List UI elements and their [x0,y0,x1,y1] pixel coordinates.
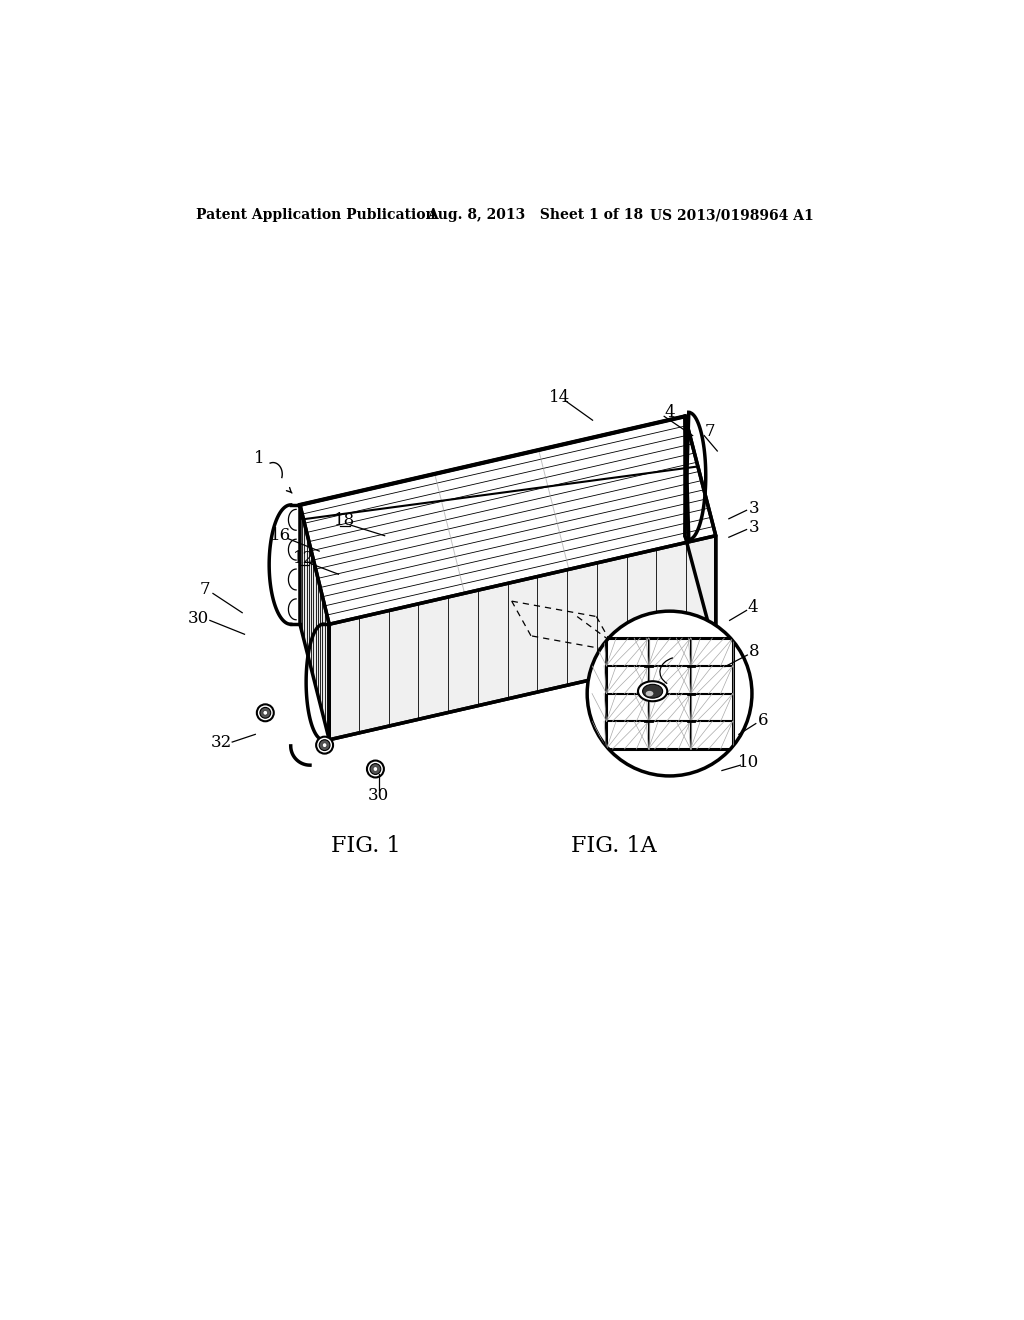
Text: 8: 8 [749,643,760,660]
Text: 7: 7 [200,581,211,598]
Circle shape [323,743,327,747]
Text: 4: 4 [665,404,675,421]
Ellipse shape [638,681,668,701]
Text: 3: 3 [749,500,760,517]
Text: FIG. 1A: FIG. 1A [570,836,656,857]
Text: 32: 32 [211,734,232,751]
Text: US 2013/0198964 A1: US 2013/0198964 A1 [650,209,814,223]
Circle shape [260,708,270,718]
Text: 10: 10 [737,754,759,771]
Ellipse shape [646,690,653,696]
Polygon shape [300,506,330,739]
Text: 30: 30 [368,788,389,804]
Text: 30: 30 [187,610,209,627]
Text: 6: 6 [758,711,769,729]
Polygon shape [330,536,716,739]
Text: 4: 4 [748,599,758,616]
Text: Patent Application Publication: Patent Application Publication [196,209,435,223]
Text: 3: 3 [749,520,760,536]
Text: 16: 16 [270,527,291,544]
Text: 18: 18 [334,512,355,529]
Circle shape [316,737,333,754]
Text: 1: 1 [254,450,264,467]
Circle shape [367,760,384,777]
Circle shape [319,739,330,751]
Text: 7: 7 [705,424,715,441]
Polygon shape [300,416,716,624]
Text: Aug. 8, 2013   Sheet 1 of 18: Aug. 8, 2013 Sheet 1 of 18 [427,209,643,223]
Text: FIG. 1: FIG. 1 [331,836,400,857]
Ellipse shape [643,684,663,698]
Circle shape [587,611,752,776]
Circle shape [263,710,267,715]
Circle shape [370,763,381,775]
Circle shape [257,705,273,721]
Text: 14: 14 [549,388,570,405]
Text: 12: 12 [293,550,314,568]
Circle shape [373,767,378,771]
Polygon shape [685,416,716,651]
